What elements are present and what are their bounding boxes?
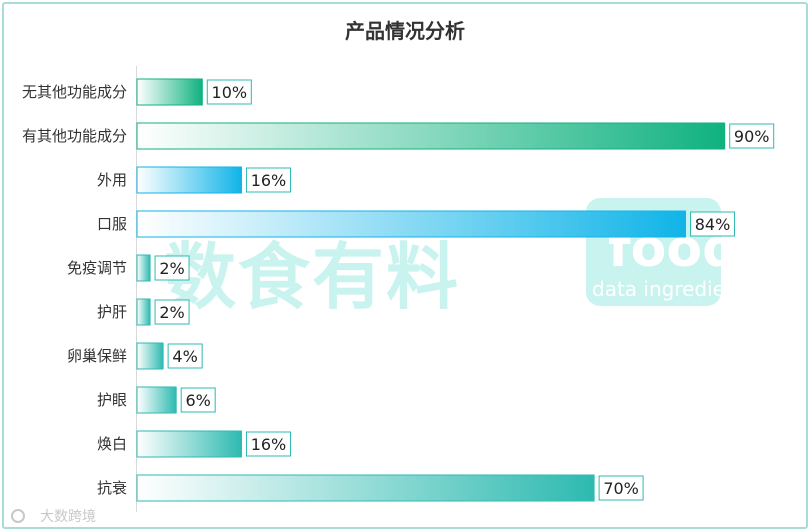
bar[interactable] bbox=[136, 210, 687, 238]
value-label-box bbox=[206, 79, 252, 105]
source-logo-text: 大数跨境 bbox=[40, 509, 96, 525]
category-label: 抗衰 bbox=[97, 479, 127, 497]
category-label: 无其他功能成分 bbox=[22, 83, 127, 101]
bar[interactable] bbox=[136, 474, 595, 502]
category-label: 护肝 bbox=[97, 303, 127, 321]
category-label: 卵巢保鲜 bbox=[67, 347, 127, 365]
source-logo: 大数跨境 bbox=[11, 509, 96, 525]
value-label-box bbox=[180, 387, 216, 413]
bar[interactable] bbox=[136, 298, 151, 326]
category-label: 免疫调节 bbox=[67, 259, 127, 277]
value-label: 2% bbox=[159, 303, 184, 322]
watermark-text: 数食有料 bbox=[164, 235, 460, 319]
category-label: 外用 bbox=[97, 171, 127, 189]
bar[interactable] bbox=[136, 122, 726, 150]
value-label-box bbox=[245, 431, 291, 457]
value-label: 90% bbox=[734, 127, 770, 146]
bar[interactable] bbox=[136, 78, 203, 106]
category-label: 有其他功能成分 bbox=[22, 127, 127, 145]
value-label-box bbox=[245, 167, 291, 193]
value-label-box bbox=[167, 343, 203, 369]
source-logo-icon bbox=[11, 509, 25, 523]
value-label-box bbox=[690, 211, 736, 237]
value-label-box bbox=[154, 255, 190, 281]
watermark: 数食有料 food data ingredient bbox=[164, 198, 746, 319]
value-label: 16% bbox=[251, 435, 287, 454]
value-label: 6% bbox=[185, 391, 210, 410]
value-label: 4% bbox=[172, 347, 197, 366]
bar[interactable] bbox=[136, 386, 177, 414]
bar[interactable] bbox=[136, 254, 151, 282]
chart-title: 产品情况分析 bbox=[345, 19, 465, 43]
bars-group: 无其他功能成分 10% 有其他功能成分 90% 外用 16% 口服 84% 免疫调节 2% 护肝 2%… bbox=[22, 78, 775, 502]
value-label-box bbox=[729, 123, 775, 149]
value-label: 16% bbox=[251, 171, 287, 190]
value-label-box bbox=[154, 299, 190, 325]
value-label: 2% bbox=[159, 259, 184, 278]
bar[interactable] bbox=[136, 342, 164, 370]
bar-chart: 数食有料 food data ingredient 产品情况分析 无其他功能成分… bbox=[11, 19, 775, 525]
value-label-box bbox=[598, 475, 644, 501]
category-label: 口服 bbox=[97, 215, 127, 233]
value-label: 70% bbox=[603, 479, 639, 498]
category-label: 焕白 bbox=[97, 435, 127, 453]
bar[interactable] bbox=[136, 166, 242, 194]
value-label: 10% bbox=[212, 83, 248, 102]
value-label: 84% bbox=[695, 215, 731, 234]
bar[interactable] bbox=[136, 430, 242, 458]
watermark-logo-subtext: data ingredient bbox=[592, 277, 746, 301]
category-label: 护眼 bbox=[97, 391, 127, 409]
